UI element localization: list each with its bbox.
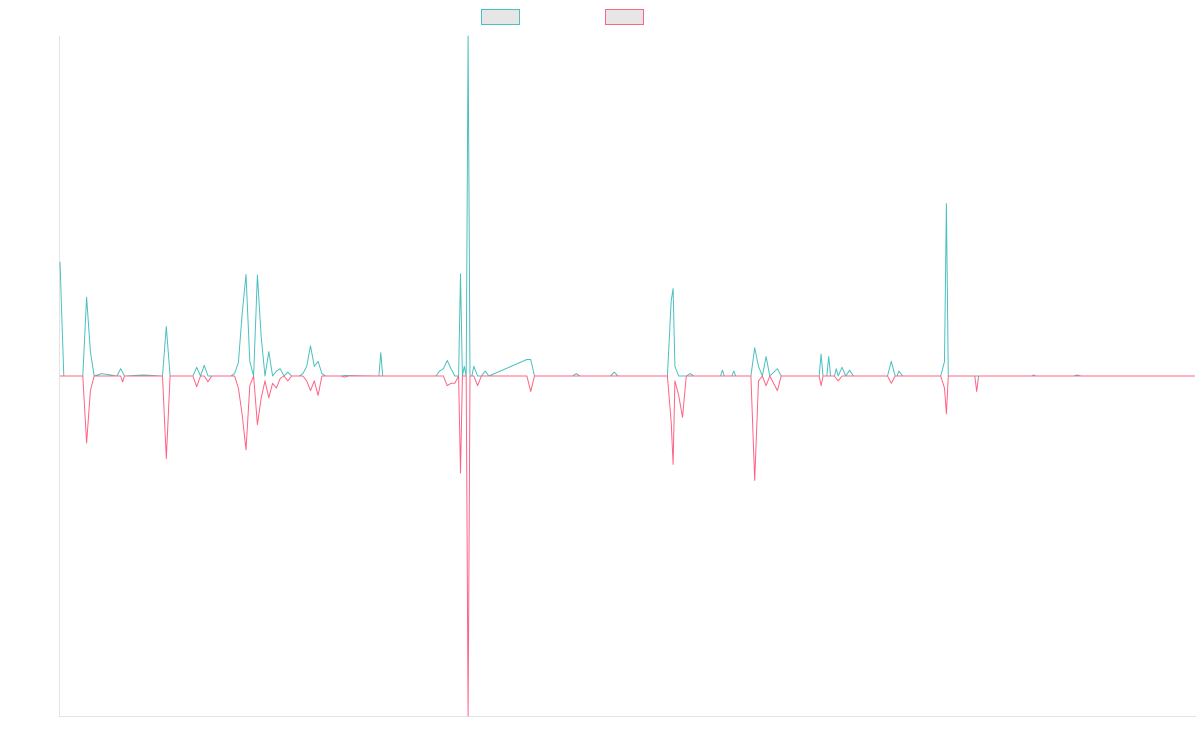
series-layer (59, 35, 1195, 717)
series-line-1 (59, 35, 1195, 377)
legend-swatch-series-2[interactable] (605, 9, 644, 25)
series-line-2 (60, 375, 1195, 717)
legend-swatch-series-1[interactable] (481, 9, 520, 25)
